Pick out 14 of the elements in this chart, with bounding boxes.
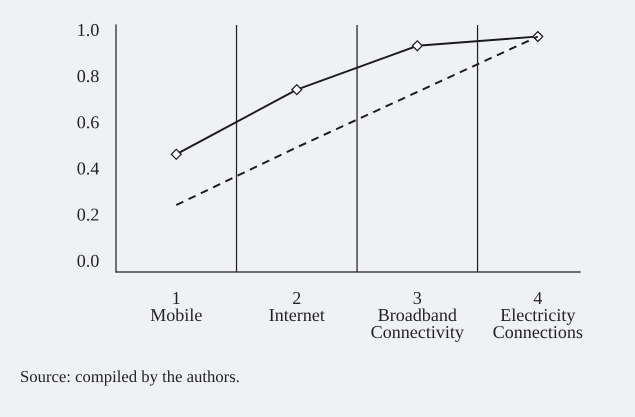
y-tick-label: 0.4 [77,162,100,175]
x-tick-label: 2 Internet [269,292,325,322]
x-tick-label: 3 Broadband Connectivity [371,292,464,342]
x-tick-label: 4 Electricity Connections [493,292,582,338]
y-tick-label: 0.0 [77,254,99,267]
source-note: Source: compiled by the authors. [21,370,239,386]
y-tick-label: 1.0 [78,24,99,36]
point [170,148,182,160]
y-tick-label: 0.6 [77,116,99,128]
y-tick-label: 0.2 [77,208,98,221]
x-tick-label: 1 Mobile [150,292,202,322]
y-tick-label: 0.8 [77,70,99,82]
point [412,40,423,52]
point [291,84,302,96]
